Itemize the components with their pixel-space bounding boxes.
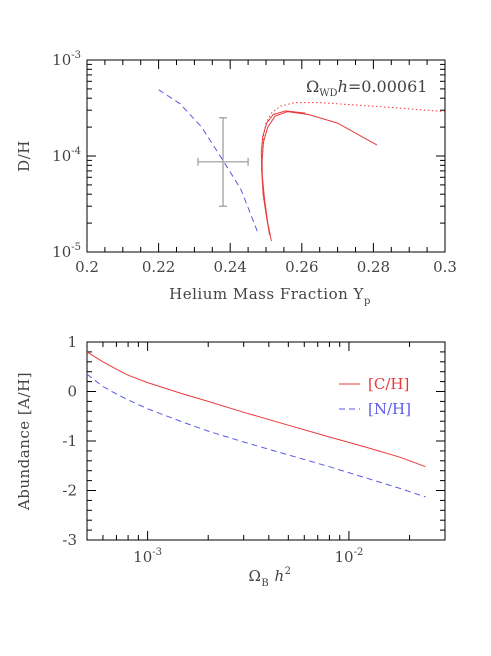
panel2-series <box>86 351 426 498</box>
annotation-omega: Ω <box>306 77 319 96</box>
p1-series-line-1 <box>261 111 378 242</box>
p2-xaxis-label-tail: h <box>269 567 284 585</box>
p2-ytick-label: 0 <box>67 383 77 401</box>
p2-xtick-label: 10-3 <box>133 547 162 566</box>
p1-ytick-exp: -4 <box>71 146 81 157</box>
p2-xaxis-label-sup: 2 <box>285 566 292 577</box>
legend-label-nh: [N/H] <box>368 400 411 418</box>
p1-xtick-label: 0.26 <box>285 258 318 276</box>
p1-xaxis-label-sub: p <box>364 296 371 307</box>
panel1-ticks <box>86 60 446 253</box>
p1-ytick-base: 10 <box>52 147 71 165</box>
p1-ytick-exp: -3 <box>71 50 81 61</box>
p1-xaxis-label-main: Helium Mass Fraction Y <box>169 285 364 303</box>
p1-xtick-label: 0.22 <box>142 258 175 276</box>
panel-dh-vs-helium: 0.2 0.22 0.24 0.26 0.28 0.3 10-5 10-4 10… <box>15 50 457 307</box>
panel2-ticks <box>86 341 446 541</box>
p1-series-line-3 <box>261 102 446 157</box>
p1-series-line-0 <box>158 89 260 236</box>
p2-ytick-label: 1 <box>67 333 77 351</box>
p1-ytick-label: 10-5 <box>52 242 81 261</box>
p2-xaxis-label: ΩB h2 <box>248 566 291 589</box>
annotation-h: h <box>338 77 348 96</box>
annotation-value: =0.00061 <box>348 77 428 96</box>
panel-abundance-vs-omega: -3 -2 -1 0 1 10-3 10-2 ΩB h2 Abundance [… <box>15 333 446 589</box>
panel1-series <box>158 89 446 242</box>
p2-xtick-label: 10-2 <box>335 547 364 566</box>
p2-xtick-base: 10 <box>335 548 354 566</box>
p2-xaxis-label-sub: B <box>261 578 269 589</box>
p1-yaxis-label: D/H <box>15 140 33 172</box>
measurement-errorbar <box>197 117 249 207</box>
p1-ytick-exp: -5 <box>71 242 81 253</box>
p1-series-line-2 <box>260 110 306 236</box>
p2-xtick-exp: -2 <box>354 547 364 558</box>
p2-xtick-base: 10 <box>133 548 152 566</box>
p2-yaxis-label: Abundance [A/H] <box>15 372 33 511</box>
p1-ytick-base: 10 <box>52 51 71 69</box>
p1-ytick-label: 10-4 <box>52 146 81 165</box>
p1-xtick-label: 0.2 <box>75 258 99 276</box>
p1-ytick-label: 10-3 <box>52 50 81 69</box>
p2-xaxis-label-main: Ω <box>248 567 261 585</box>
p2-xtick-exp: -3 <box>152 547 162 558</box>
p1-xtick-label: 0.24 <box>213 258 246 276</box>
p1-xaxis-label: Helium Mass Fraction Yp <box>169 285 371 307</box>
p2-series-line-1 <box>86 373 426 498</box>
p2-ytick-label: -1 <box>62 432 77 450</box>
legend: [C/H] [N/H] <box>339 375 411 418</box>
p1-xtick-label: 0.28 <box>357 258 390 276</box>
p1-ytick-base: 10 <box>52 243 71 261</box>
p1-xtick-label: 0.3 <box>433 258 457 276</box>
panel2-frame <box>86 341 446 541</box>
p2-series-line-0 <box>86 351 426 468</box>
p2-ytick-label: -2 <box>62 482 77 500</box>
legend-label-ch: [C/H] <box>368 375 409 393</box>
p2-ytick-label: -3 <box>62 531 77 549</box>
omega-wd-annotation: ΩWDh=0.00061 <box>306 77 427 99</box>
annotation-sub: WD <box>319 88 337 99</box>
